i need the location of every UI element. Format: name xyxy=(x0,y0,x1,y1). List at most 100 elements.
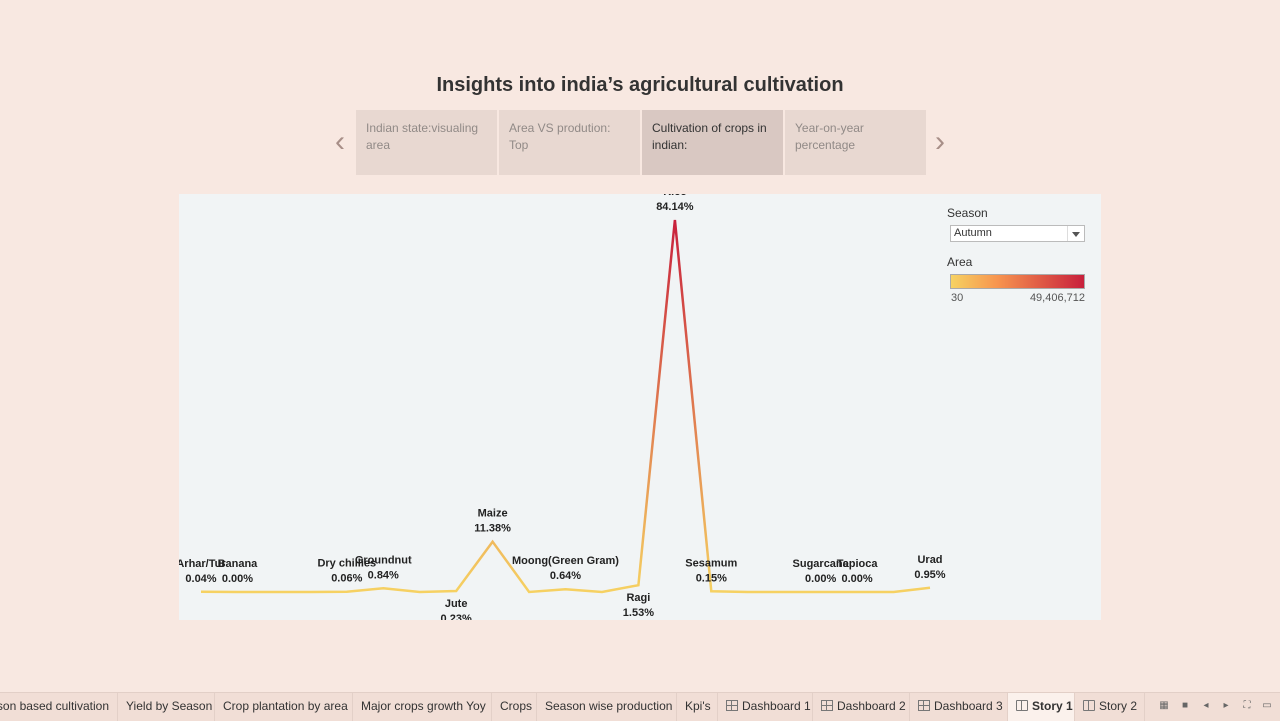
area-legend-min: 30 xyxy=(951,292,964,304)
crop-percent-label: 0.00% xyxy=(805,573,836,585)
sheet-tab-major-crops-growth-yoy[interactable]: Major crops growth Yoy xyxy=(353,693,492,721)
dashboard-icon xyxy=(918,700,930,711)
prev-story-point-icon[interactable]: ‹ xyxy=(335,125,345,158)
crop-percent-label: 1.53% xyxy=(623,607,654,619)
story-title: Insights into india’s agricultural culti… xyxy=(436,74,844,96)
sheet-tab-label: Dashboard 1 xyxy=(742,699,811,713)
sheet-tab-label: Season based cultivation xyxy=(0,699,109,713)
crop-percent-label: 0.64% xyxy=(550,570,581,582)
area-legend-title: Area xyxy=(947,255,973,269)
next-story-point-icon[interactable]: › xyxy=(935,125,945,158)
data-point-sugarcane[interactable] xyxy=(819,590,823,594)
sheet-tab-bar: Season based cultivation Yield by Season C… xyxy=(0,692,1280,721)
fullscreen-icon[interactable]: ⛶ xyxy=(1243,700,1251,711)
sheet-tab-label: Story 2 xyxy=(1099,699,1138,713)
sheet-tab-label: Dashboard 3 xyxy=(934,699,1003,713)
sheet-tab-label: Crop plantation by area xyxy=(223,699,348,713)
data-point-maize[interactable] xyxy=(491,540,495,544)
sheet-tab-story-2[interactable]: Story 2 xyxy=(1075,693,1145,721)
data-point-tapioca[interactable] xyxy=(855,590,859,594)
sheet-tab-story-1[interactable]: Story 1 xyxy=(1008,693,1075,721)
dashboard-icon xyxy=(726,700,738,711)
data-point-sesamum[interactable] xyxy=(709,589,713,593)
sheet-tab-label: Kpi's xyxy=(685,699,711,713)
data-point-ragi[interactable] xyxy=(636,583,640,587)
crop-name-label: Maize xyxy=(478,508,508,520)
filmstrip-icon[interactable]: ■ xyxy=(1181,700,1189,711)
prev-sheet-icon[interactable]: ◂ xyxy=(1203,700,1209,711)
crop-percent-label: 0.06% xyxy=(331,573,362,585)
data-point[interactable] xyxy=(527,590,531,594)
sheet-tab-dashboard-3[interactable]: Dashboard 3 xyxy=(910,693,1008,721)
data-point-dry-chillies[interactable] xyxy=(345,590,349,594)
presentation-icon[interactable]: ▭ xyxy=(1262,700,1272,711)
data-point[interactable] xyxy=(782,590,786,594)
dashboard-icon xyxy=(821,700,833,711)
crop-name-label: Arhar/Tur xyxy=(179,558,226,570)
story-icon xyxy=(1016,700,1028,711)
area-legend-max: 49,406,712 xyxy=(1029,292,1085,304)
season-dropdown[interactable]: Autumn xyxy=(950,225,1085,242)
crop-name-label: Rice xyxy=(663,194,686,198)
data-point-moong-green-gram[interactable] xyxy=(564,587,568,591)
data-point[interactable] xyxy=(418,590,422,594)
crop-name-label: Tapioca xyxy=(837,558,879,570)
season-filter-title: Season xyxy=(947,206,988,220)
sheet-tab-label: Season wise production xyxy=(545,699,673,713)
crop-percent-label: 0.15% xyxy=(696,572,727,584)
crop-name-label: Sesamum xyxy=(685,557,737,569)
crop-percent-label: 0.00% xyxy=(841,573,872,585)
data-point[interactable] xyxy=(308,590,312,594)
season-dropdown-value: Autumn xyxy=(954,227,992,239)
crop-name-label: Jute xyxy=(445,598,468,610)
sheet-tab-label: Major crops growth Yoy xyxy=(361,699,486,713)
data-point[interactable] xyxy=(746,590,750,594)
sheet-tab-season-based-cultivation[interactable]: Season based cultivation xyxy=(0,693,118,721)
sheet-tab-dashboard-2[interactable]: Dashboard 2 xyxy=(813,693,910,721)
story-point-navigator: Indian state:visualing area Area VS prod… xyxy=(356,110,926,175)
data-point[interactable] xyxy=(272,590,276,594)
data-point-groundnut[interactable] xyxy=(381,586,385,590)
visualization-panel: Arhar/Tur 0.04% Banana 0.00% Dry chillies 0.0… xyxy=(179,194,1101,620)
crop-area-line-chart: Arhar/Tur 0.04%Banana 0.00% Dry chillies 0.0… xyxy=(179,194,946,620)
area-share-line[interactable] xyxy=(200,219,931,594)
sheet-tab-crops[interactable]: Crops xyxy=(492,693,537,721)
sheet-tab-dashboard-1[interactable]: Dashboard 1 xyxy=(718,693,813,721)
story-point-1[interactable]: Indian state:visualing area xyxy=(356,110,497,175)
sheet-tab-label: Story 1 xyxy=(1032,699,1073,713)
sheet-tab-label: Yield by Season xyxy=(126,699,213,713)
data-point-banana[interactable] xyxy=(235,590,239,594)
data-point-urad[interactable] xyxy=(928,586,932,590)
crop-name-label: Groundnut xyxy=(355,554,412,566)
sheet-tab-label: Crops xyxy=(500,699,533,713)
data-point[interactable] xyxy=(600,590,604,594)
area-color-legend xyxy=(950,274,1085,289)
crop-name-label: Moong(Green Gram) xyxy=(512,555,619,567)
next-sheet-icon[interactable]: ▸ xyxy=(1223,700,1229,711)
data-point-jute[interactable] xyxy=(454,589,458,593)
chevron-down-icon[interactable] xyxy=(1067,226,1084,241)
story-point-4[interactable]: Year-on-year percentage xyxy=(785,110,926,175)
story-point-3[interactable]: Cultivation of crops in indian: xyxy=(642,110,783,175)
crop-name-label: Ragi xyxy=(626,592,650,604)
crop-percent-label: 0.84% xyxy=(368,569,399,581)
sheet-sorter-icon[interactable]: ▦ xyxy=(1159,700,1169,711)
crop-percent-label: 84.14% xyxy=(656,201,694,213)
crop-percent-label: 0.23% xyxy=(441,613,472,620)
crop-percent-label: 0.04% xyxy=(185,573,216,585)
sheet-tab-crop-plantation-by-area[interactable]: Crop plantation by area xyxy=(215,693,353,721)
sheet-tab-yield-by-season[interactable]: Yield by Season xyxy=(118,693,215,721)
data-point-arhar-tur[interactable] xyxy=(199,590,203,594)
data-point-rice[interactable] xyxy=(673,218,677,222)
crop-name-label: Urad xyxy=(917,554,942,566)
data-point[interactable] xyxy=(892,590,896,594)
story-point-2[interactable]: Area VS prodution: Top xyxy=(499,110,640,175)
story-icon xyxy=(1083,700,1095,711)
crop-percent-label: 0.00% xyxy=(222,573,253,585)
sheet-tab-season-wise-production[interactable]: Season wise production xyxy=(537,693,677,721)
sheet-tab-label: Dashboard 2 xyxy=(837,699,906,713)
crop-name-label: Banana xyxy=(218,558,259,570)
crop-name-label: Sugarcane xyxy=(793,558,849,570)
crop-name-label: Dry chillies xyxy=(317,558,376,570)
sheet-tab-kpi-s[interactable]: Kpi's xyxy=(677,693,718,721)
